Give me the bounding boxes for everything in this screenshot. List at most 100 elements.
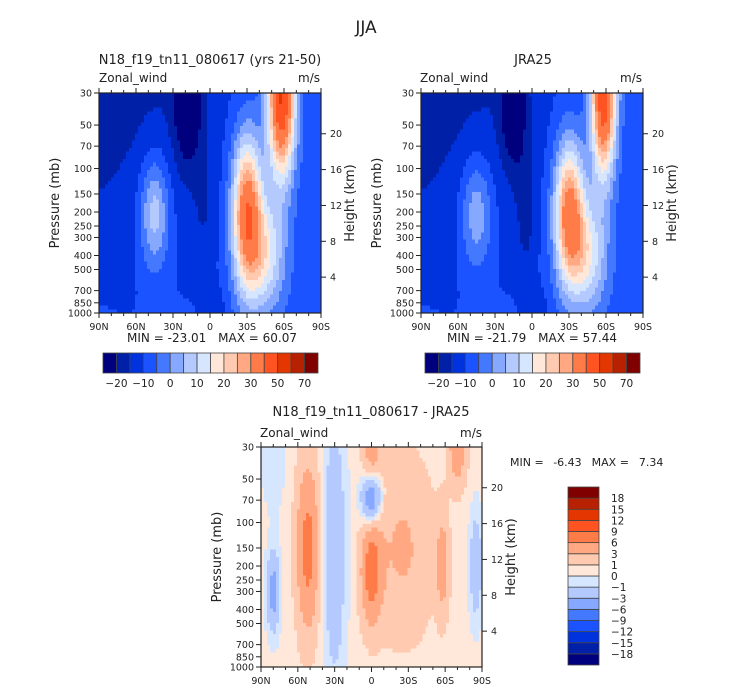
contour-cell bbox=[123, 100, 127, 105]
contour-cell bbox=[135, 173, 139, 178]
contour-cell bbox=[252, 118, 256, 123]
contour-cell bbox=[99, 166, 103, 171]
contour-cell bbox=[315, 195, 319, 200]
contour-cell bbox=[306, 173, 310, 178]
contour-cell bbox=[300, 210, 304, 215]
contour-cell bbox=[138, 184, 142, 189]
contour-cell bbox=[132, 217, 136, 222]
contour-cell bbox=[225, 181, 229, 186]
contour-cell bbox=[195, 210, 199, 215]
contour-cell bbox=[225, 137, 229, 142]
contour-cell bbox=[282, 96, 286, 101]
contour-cell bbox=[153, 133, 157, 138]
contour-cell bbox=[195, 100, 199, 105]
contour-cell bbox=[156, 206, 160, 211]
contour-cell bbox=[249, 118, 253, 123]
contour-cell bbox=[189, 115, 193, 120]
contour-cell bbox=[261, 111, 265, 116]
contour-cell bbox=[318, 137, 322, 142]
contour-cell bbox=[273, 225, 277, 230]
contour-cell bbox=[135, 129, 139, 134]
contour-cell bbox=[114, 228, 118, 233]
contour-cell bbox=[222, 173, 226, 178]
contour-cell bbox=[288, 107, 292, 112]
contour-cell bbox=[201, 151, 205, 156]
contour-cell bbox=[306, 217, 310, 222]
contour-cell bbox=[282, 126, 286, 131]
contour-cell bbox=[318, 177, 322, 182]
contour-cell bbox=[123, 137, 127, 142]
contour-cell bbox=[147, 122, 151, 127]
contour-cell bbox=[207, 206, 211, 211]
contour-cell bbox=[243, 148, 247, 153]
contour-cell bbox=[306, 122, 310, 127]
contour-cell bbox=[102, 118, 106, 123]
contour-cell bbox=[285, 192, 289, 197]
contour-cell bbox=[162, 140, 166, 145]
contour-cell bbox=[276, 232, 280, 237]
contour-cell bbox=[144, 166, 148, 171]
contour-cell bbox=[195, 217, 199, 222]
contour-cell bbox=[162, 148, 166, 153]
contour-cell bbox=[117, 232, 121, 237]
contour-cell bbox=[225, 93, 229, 98]
contour-cell bbox=[264, 188, 268, 193]
contour-cell bbox=[273, 173, 277, 178]
contour-cell bbox=[213, 203, 217, 208]
contour-cell bbox=[237, 93, 241, 98]
contour-cell bbox=[267, 159, 271, 164]
contour-cell bbox=[189, 118, 193, 123]
colorbar-swatch bbox=[277, 352, 292, 374]
contour-cell bbox=[204, 206, 208, 211]
contour-cell bbox=[318, 104, 322, 109]
contour-cell bbox=[261, 137, 265, 142]
contour-cell bbox=[174, 225, 178, 230]
contour-cell bbox=[267, 170, 271, 175]
contour-cell bbox=[147, 192, 151, 197]
contour-cell bbox=[288, 210, 292, 215]
contour-cell bbox=[180, 210, 184, 215]
contour-cell bbox=[240, 118, 244, 123]
contour-cell bbox=[186, 214, 190, 219]
contour-cell bbox=[189, 129, 193, 134]
contour-cell bbox=[264, 129, 268, 134]
contour-cell bbox=[111, 170, 115, 175]
contour-cell bbox=[207, 129, 211, 134]
contour-cell bbox=[117, 144, 121, 149]
contour-cell bbox=[150, 100, 154, 105]
contour-cell bbox=[168, 181, 172, 186]
contour-cell bbox=[189, 126, 193, 131]
contour-cell bbox=[99, 155, 103, 160]
contour-cell bbox=[234, 203, 238, 208]
contour-cell bbox=[135, 137, 139, 142]
contour-cell bbox=[204, 162, 208, 167]
contour-cell bbox=[141, 181, 145, 186]
contour-cell bbox=[303, 115, 307, 120]
contour-cell bbox=[204, 140, 208, 145]
contour-cell bbox=[168, 166, 172, 171]
contour-cell bbox=[120, 225, 124, 230]
contour-cell bbox=[117, 137, 121, 142]
contour-cell bbox=[228, 228, 232, 233]
contour-cell bbox=[279, 177, 283, 182]
contour-cell bbox=[303, 111, 307, 116]
contour-cell bbox=[174, 232, 178, 237]
contour-cell bbox=[213, 188, 217, 193]
contour-cell bbox=[312, 181, 316, 186]
contour-cell bbox=[246, 221, 250, 226]
contour-cell bbox=[192, 192, 196, 197]
contour-cell bbox=[210, 225, 214, 230]
contour-cell bbox=[312, 155, 316, 160]
contour-cell bbox=[183, 203, 187, 208]
contour-cell bbox=[282, 199, 286, 204]
contour-cell bbox=[141, 166, 145, 171]
contour-cell bbox=[195, 206, 199, 211]
contour-cell bbox=[177, 133, 181, 138]
contour-cell bbox=[276, 162, 280, 167]
contour-cell bbox=[228, 96, 232, 101]
contour-cell bbox=[165, 166, 169, 171]
contour-cell bbox=[261, 181, 265, 186]
contour-cell bbox=[213, 133, 217, 138]
contour-cell bbox=[126, 115, 130, 120]
contour-cell bbox=[105, 217, 109, 222]
